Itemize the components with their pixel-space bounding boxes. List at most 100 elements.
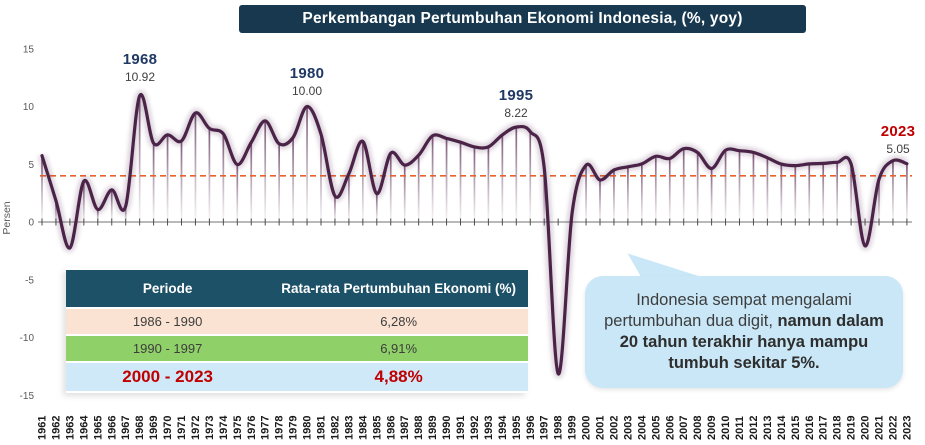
x-tick-label: 2022 [887, 416, 899, 440]
x-tick-label: 1967 [120, 416, 132, 440]
x-tick-label: 1993 [483, 416, 495, 440]
x-tick-label: 1985 [371, 416, 383, 440]
x-tick-label: 2014 [776, 415, 788, 440]
value-cell: 6,91% [269, 336, 528, 361]
y-tick-label: -5 [25, 275, 34, 286]
annotation-year: 1968 [122, 51, 158, 68]
y-tick-label: -10 [20, 333, 35, 344]
callout-text-normal: Indonesia sempat mengalami pertumbuhan d… [604, 291, 852, 331]
x-tick-label: 1991 [455, 416, 467, 440]
x-tick-label: 2002 [608, 416, 620, 440]
x-tick-label: 1966 [106, 416, 118, 440]
x-tick-label: 2003 [622, 416, 634, 440]
periode-cell: 1990 - 1997 [66, 336, 270, 361]
x-tick-label: 2004 [636, 415, 648, 440]
chart-title: Perkembangan Pertumbuhan Ekonomi Indones… [239, 5, 806, 33]
y-tick-label: 10 [23, 102, 35, 113]
x-tick-label: 1978 [274, 416, 286, 440]
x-tick-label: 1975 [232, 416, 244, 440]
x-tick-label: 1979 [288, 416, 300, 440]
growth-table: Periode Rata-rata Pertumbuhan Ekonomi (%… [66, 268, 528, 393]
x-tick-label: 1998 [553, 416, 565, 440]
x-tick-label: 1996 [525, 416, 537, 440]
x-tick-label: 1980 [302, 416, 314, 440]
x-tick-label: 1987 [399, 416, 411, 440]
x-tick-label: 1981 [316, 416, 328, 440]
x-tick-label: 1990 [441, 416, 453, 440]
x-tick-label: 1972 [190, 416, 202, 440]
x-tick-label: 2021 [874, 416, 886, 440]
annotation-value: 10.00 [291, 83, 323, 98]
x-tick-label: 1997 [539, 416, 551, 440]
x-tick-label: 1963 [64, 416, 76, 440]
x-tick-label: 1984 [357, 415, 369, 440]
y-tick-label: -15 [20, 391, 35, 402]
table-row: 2000 - 2023 4,88% [66, 363, 528, 391]
x-tick-label: 2013 [762, 416, 774, 440]
x-tick-label: 1995 [511, 416, 523, 440]
x-tick-label: 1973 [204, 416, 216, 440]
x-tick-label: 2009 [706, 416, 718, 440]
table-row: 1986 - 1990 6,28% [66, 309, 528, 334]
annotation-1968: 1968 10.92 [110, 51, 170, 84]
x-tick-label: 2005 [650, 416, 662, 440]
x-tick-label: 1970 [162, 416, 174, 440]
x-tick-label: 2011 [734, 416, 746, 440]
callout-bubble: Indonesia sempat mengalami pertumbuhan d… [585, 276, 903, 388]
annotation-year: 2023 [880, 123, 916, 140]
y-tick-label: 0 [28, 218, 34, 229]
growth-curve [40, 92, 909, 376]
value-cell: 4,88% [269, 363, 528, 391]
x-tick-label: 1976 [246, 416, 258, 440]
periode-cell: 1986 - 1990 [66, 309, 270, 334]
x-tick-label: 1983 [343, 416, 355, 440]
x-tick-label: 1989 [427, 416, 439, 440]
x-tick-label: 1971 [176, 416, 188, 440]
x-tick-label: 2010 [720, 416, 732, 440]
annotation-2023: 2023 5.05 [872, 123, 924, 156]
value-cell: 6,28% [269, 309, 528, 334]
x-tick-label: 2015 [790, 416, 802, 440]
x-tick-label: 1988 [413, 416, 425, 440]
x-tick-label: 1961 [37, 416, 49, 440]
periode-cell: 2000 - 2023 [66, 363, 270, 391]
annotation-value: 5.05 [886, 141, 910, 156]
x-tick-label: 1994 [497, 415, 509, 440]
x-tick-label: 1999 [567, 416, 579, 440]
x-tick-label: 2012 [748, 416, 760, 440]
annotation-value: 10.92 [124, 69, 156, 84]
y-axis-label: Persen [1, 201, 13, 234]
x-tick-label: 2023 [901, 416, 913, 440]
annotation-1995: 1995 8.22 [486, 87, 546, 120]
callout-text-bold: namun dalam 20 tahun terakhir hanya mamp… [619, 312, 884, 372]
x-tick-label: 2000 [581, 416, 593, 440]
table-header-periode: Periode [66, 270, 270, 307]
x-tick-label: 2017 [818, 416, 830, 440]
callout-text: Indonesia sempat mengalami pertumbuhan d… [585, 284, 903, 380]
x-tick-label: 2001 [595, 416, 607, 440]
x-tick-label: 1982 [329, 416, 341, 440]
y-tick-label: 5 [28, 160, 34, 171]
x-tick-label: 1962 [50, 416, 62, 440]
x-tick-label: 1986 [385, 416, 397, 440]
x-tick-label: 2018 [832, 416, 844, 440]
x-tick-label: 1968 [134, 416, 146, 440]
annotation-year: 1980 [289, 65, 325, 82]
x-tick-label: 2007 [678, 416, 690, 440]
x-tick-label: 2019 [846, 416, 858, 440]
x-tick-label: 2008 [692, 416, 704, 440]
x-tick-label: 1992 [469, 416, 481, 440]
annotation-value: 8.22 [504, 105, 528, 120]
x-tick-label: 1974 [218, 415, 230, 440]
x-tick-label: 2016 [804, 416, 816, 440]
table-header-row: Periode Rata-rata Pertumbuhan Ekonomi (%… [66, 270, 528, 307]
x-tick-label: 1964 [78, 415, 90, 440]
x-tick-label: 1965 [92, 416, 104, 440]
x-tick-label: 2020 [860, 416, 872, 440]
x-tick-label: 2006 [664, 416, 676, 440]
table-header-rata-rata: Rata-rata Pertumbuhan Ekonomi (%) [269, 270, 528, 307]
table-row: 1990 - 1997 6,91% [66, 336, 528, 361]
annotation-1980: 1980 10.00 [277, 65, 337, 98]
